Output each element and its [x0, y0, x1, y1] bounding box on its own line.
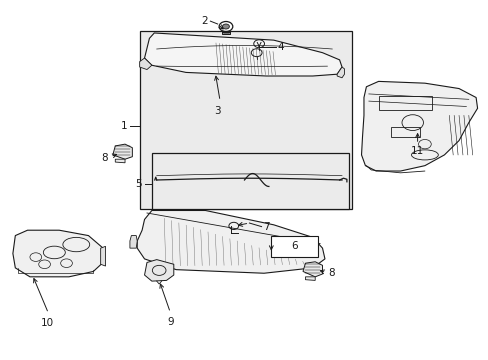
Text: 1: 1: [121, 121, 127, 131]
Bar: [390, 127, 419, 137]
Polygon shape: [137, 211, 325, 273]
Text: 3: 3: [214, 107, 221, 117]
Text: 8: 8: [101, 153, 108, 163]
Text: 2: 2: [201, 16, 207, 26]
Text: 6: 6: [290, 241, 297, 251]
Text: 9: 9: [167, 317, 173, 327]
Polygon shape: [140, 58, 152, 69]
Text: 10: 10: [41, 318, 54, 328]
Text: 4: 4: [277, 42, 284, 52]
Text: 8: 8: [328, 268, 334, 278]
Polygon shape: [13, 230, 103, 277]
Polygon shape: [361, 81, 477, 171]
Circle shape: [222, 24, 229, 29]
Polygon shape: [305, 277, 315, 280]
Polygon shape: [101, 246, 105, 266]
Bar: [271, 235, 317, 257]
Text: 5: 5: [135, 179, 142, 189]
Polygon shape: [303, 262, 322, 277]
Polygon shape: [336, 67, 344, 78]
Bar: [152, 153, 348, 209]
Polygon shape: [130, 235, 137, 248]
Polygon shape: [115, 159, 125, 163]
Text: 11: 11: [410, 146, 424, 156]
Bar: [140, 31, 351, 209]
Text: 7: 7: [263, 222, 269, 232]
Polygon shape: [113, 144, 132, 159]
Polygon shape: [144, 33, 341, 76]
Polygon shape: [144, 260, 173, 281]
Bar: [378, 96, 431, 110]
